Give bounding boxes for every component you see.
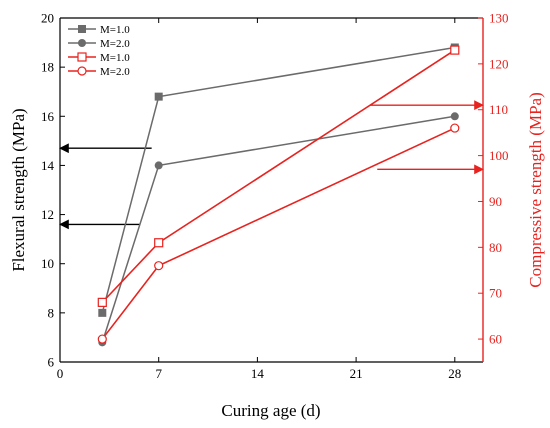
right-y-tick-label: 100 — [489, 148, 509, 163]
right-y-tick-label: 110 — [489, 102, 508, 117]
legend-label: M=2.0 — [100, 38, 130, 50]
right-y-tick-label: 90 — [489, 194, 502, 209]
left-y-axis-title: Flexural strength (MPa) — [9, 108, 28, 271]
series-compressive-4 — [97, 123, 460, 344]
data-point — [97, 334, 107, 344]
data-point — [97, 297, 107, 307]
right-y-tick-label: 80 — [489, 240, 502, 255]
right-y-tick-label: 60 — [489, 332, 502, 347]
right-y-tick-label: 130 — [489, 11, 509, 26]
legend-label: M=1.0 — [100, 52, 130, 64]
legend-marker — [77, 52, 87, 62]
left-y-tick-label: 20 — [41, 11, 54, 26]
data-point — [154, 261, 164, 271]
x-tick-label: 7 — [155, 366, 162, 381]
data-point — [450, 45, 460, 55]
legend-item-3: M=1.0 — [68, 52, 130, 64]
series-compressive-3 — [97, 45, 460, 307]
right-y-axis-title: Compressive strength (MPa) — [526, 92, 545, 287]
legend-marker — [78, 39, 86, 47]
legend-label: M=2.0 — [100, 66, 130, 78]
series-flexural-2 — [98, 112, 459, 347]
x-axis-title: Curing age (d) — [221, 401, 320, 420]
legend-marker — [78, 25, 86, 33]
legend-marker — [77, 66, 87, 76]
data-point — [450, 123, 460, 133]
series-line — [101, 115, 455, 343]
data-point — [98, 308, 107, 317]
data-point — [154, 238, 164, 248]
left-y-tick-label: 10 — [41, 256, 54, 271]
series-line — [101, 127, 456, 340]
series-flexural-1 — [98, 43, 459, 317]
left-y-tick-label: 16 — [41, 109, 55, 124]
legend-label: M=1.0 — [100, 24, 130, 36]
data-point — [154, 92, 163, 101]
x-tick-label: 14 — [251, 366, 265, 381]
left-y-tick-label: 12 — [41, 207, 54, 222]
left-y-tick-label: 6 — [48, 355, 55, 370]
data-point — [450, 112, 459, 121]
right-y-tick-label: 70 — [489, 286, 502, 301]
series-line — [101, 46, 455, 314]
x-tick-label: 21 — [350, 366, 363, 381]
legend-item-4: M=2.0 — [68, 66, 130, 78]
right-y-tick-label: 120 — [489, 56, 509, 71]
x-tick-label: 28 — [448, 366, 461, 381]
left-y-tick-label: 14 — [41, 158, 55, 173]
left-y-tick-label: 8 — [48, 305, 55, 320]
x-tick-label: 0 — [57, 366, 64, 381]
legend-item-1: M=1.0 — [68, 24, 130, 36]
legend-item-2: M=2.0 — [68, 38, 130, 50]
data-point — [154, 161, 163, 170]
left-y-tick-label: 18 — [41, 60, 54, 75]
